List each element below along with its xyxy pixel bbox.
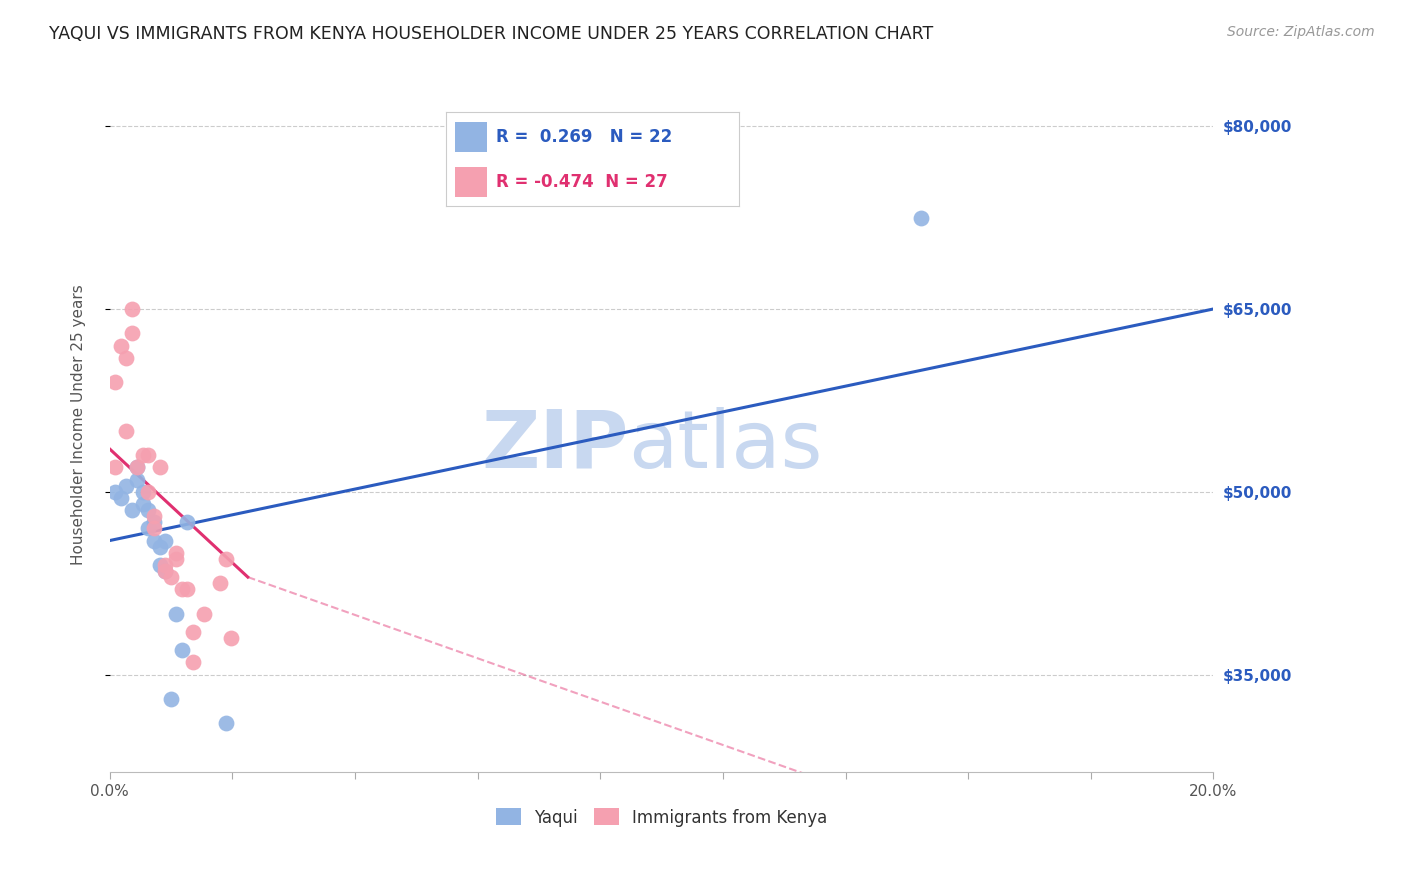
Point — [127, 460, 149, 475]
Point — [115, 478, 138, 492]
Point — [153, 564, 176, 578]
Point — [176, 515, 198, 529]
Text: YAQUI VS IMMIGRANTS FROM KENYA HOUSEHOLDER INCOME UNDER 25 YEARS CORRELATION CHA: YAQUI VS IMMIGRANTS FROM KENYA HOUSEHOLD… — [49, 25, 934, 43]
Point — [127, 473, 149, 487]
Point — [143, 509, 166, 524]
Point — [159, 692, 181, 706]
Text: Source: ZipAtlas.com: Source: ZipAtlas.com — [1227, 25, 1375, 39]
Point — [215, 716, 238, 731]
Point — [153, 533, 176, 548]
Point — [115, 351, 138, 365]
Point — [193, 607, 215, 621]
Point — [104, 375, 127, 389]
Point — [181, 624, 204, 639]
Point — [170, 643, 193, 657]
Point — [104, 484, 127, 499]
Point — [165, 607, 187, 621]
Point — [219, 631, 242, 645]
Point — [148, 460, 170, 475]
Point — [910, 211, 932, 225]
Point — [115, 424, 138, 438]
Point — [132, 497, 155, 511]
Point — [176, 582, 198, 597]
Point — [138, 521, 160, 535]
Point — [215, 551, 238, 566]
Point — [132, 484, 155, 499]
Point — [110, 338, 132, 352]
Y-axis label: Householder Income Under 25 years: Householder Income Under 25 years — [72, 285, 86, 566]
Point — [121, 326, 143, 341]
Point — [121, 301, 143, 316]
Point — [138, 503, 160, 517]
Point — [153, 558, 176, 572]
Point — [127, 460, 149, 475]
Point — [148, 558, 170, 572]
Point — [153, 564, 176, 578]
Point — [143, 533, 166, 548]
Point — [165, 546, 187, 560]
Point — [170, 582, 193, 597]
Point — [165, 551, 187, 566]
Legend: Yaqui, Immigrants from Kenya: Yaqui, Immigrants from Kenya — [489, 802, 834, 833]
Text: ZIP: ZIP — [481, 407, 628, 484]
Point — [104, 460, 127, 475]
Point — [138, 448, 160, 462]
Point — [143, 515, 166, 529]
Point — [110, 491, 132, 505]
Point — [159, 570, 181, 584]
Point — [148, 540, 170, 554]
Point — [132, 448, 155, 462]
Point — [143, 521, 166, 535]
Point — [121, 503, 143, 517]
Point — [138, 484, 160, 499]
Text: atlas: atlas — [628, 407, 823, 484]
Point — [181, 656, 204, 670]
Point — [209, 576, 232, 591]
